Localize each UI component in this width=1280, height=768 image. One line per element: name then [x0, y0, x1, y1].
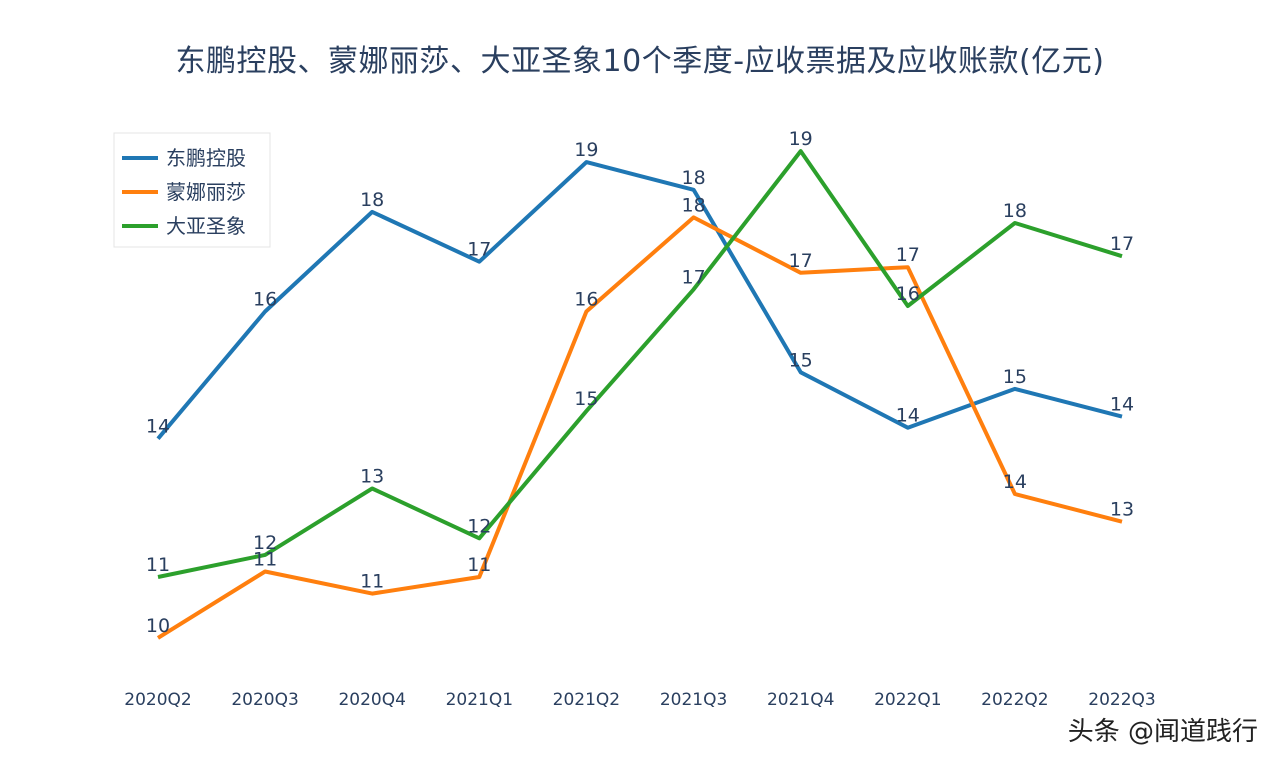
x-tick-label: 2021Q3: [660, 690, 727, 710]
data-label: 17: [789, 250, 813, 272]
data-label-layer: 14 16 18 17 19 18 15 14 15 14 10 11 11 11 16 18 17 17 14 13…: [146, 128, 1134, 637]
data-label: 16: [574, 289, 598, 311]
data-label: 18: [1003, 200, 1027, 222]
series-line-1: [156, 160, 1123, 440]
data-label: 13: [1110, 499, 1134, 521]
x-tick-label: 2021Q2: [553, 690, 620, 710]
data-label: 14: [1110, 394, 1134, 416]
data-label: 12: [467, 515, 491, 537]
data-label: 15: [789, 349, 813, 371]
data-label: 10: [146, 615, 170, 637]
x-tick-label: 2022Q2: [981, 690, 1048, 710]
data-label: 19: [789, 128, 813, 150]
data-label: 17: [896, 244, 920, 266]
x-axis-ticks: 2020Q2 2020Q3 2020Q4 2021Q1 2021Q2 2021Q3 2021…: [124, 690, 1155, 710]
series-line-2: [156, 215, 1123, 640]
data-label: 15: [1003, 366, 1027, 388]
data-label: 11: [467, 554, 491, 576]
data-label: 16: [253, 289, 277, 311]
data-label: 11: [146, 554, 170, 576]
data-label: 19: [574, 139, 598, 161]
data-label: 17: [467, 239, 491, 261]
legend-label: 大亚圣象: [166, 214, 246, 238]
watermark: 头条 @闻道践行: [1067, 717, 1258, 747]
data-label: 16: [896, 283, 920, 305]
data-label: 14: [1003, 471, 1027, 493]
legend-label: 东鹏控股: [166, 146, 246, 170]
x-tick-label: 2022Q3: [1088, 690, 1155, 710]
data-label: 18: [360, 189, 384, 211]
data-label: 11: [253, 549, 277, 571]
data-label: 13: [360, 466, 384, 488]
x-tick-label: 2021Q1: [446, 690, 513, 710]
data-label: 14: [896, 405, 920, 427]
data-label: 17: [682, 266, 706, 288]
x-tick-label: 2022Q1: [874, 690, 941, 710]
series-line-3: [157, 149, 1123, 579]
data-label: 18: [682, 194, 706, 216]
legend-label: 蒙娜丽莎: [166, 180, 246, 204]
chart-title: 东鹏控股、蒙娜丽莎、大亚圣象10个季度-应收票据及应收账款(亿元): [175, 44, 1105, 79]
data-label: 12: [253, 532, 277, 554]
x-tick-label: 2020Q3: [231, 690, 298, 710]
x-tick-label: 2020Q2: [124, 690, 191, 710]
x-tick-label: 2020Q4: [338, 690, 405, 710]
data-label: 18: [682, 167, 706, 189]
series-layer: [156, 149, 1123, 640]
data-label: 11: [360, 571, 384, 593]
data-label: 14: [146, 416, 170, 438]
data-label: 17: [1110, 233, 1134, 255]
data-label: 15: [574, 388, 598, 410]
x-tick-label: 2021Q4: [767, 690, 834, 710]
